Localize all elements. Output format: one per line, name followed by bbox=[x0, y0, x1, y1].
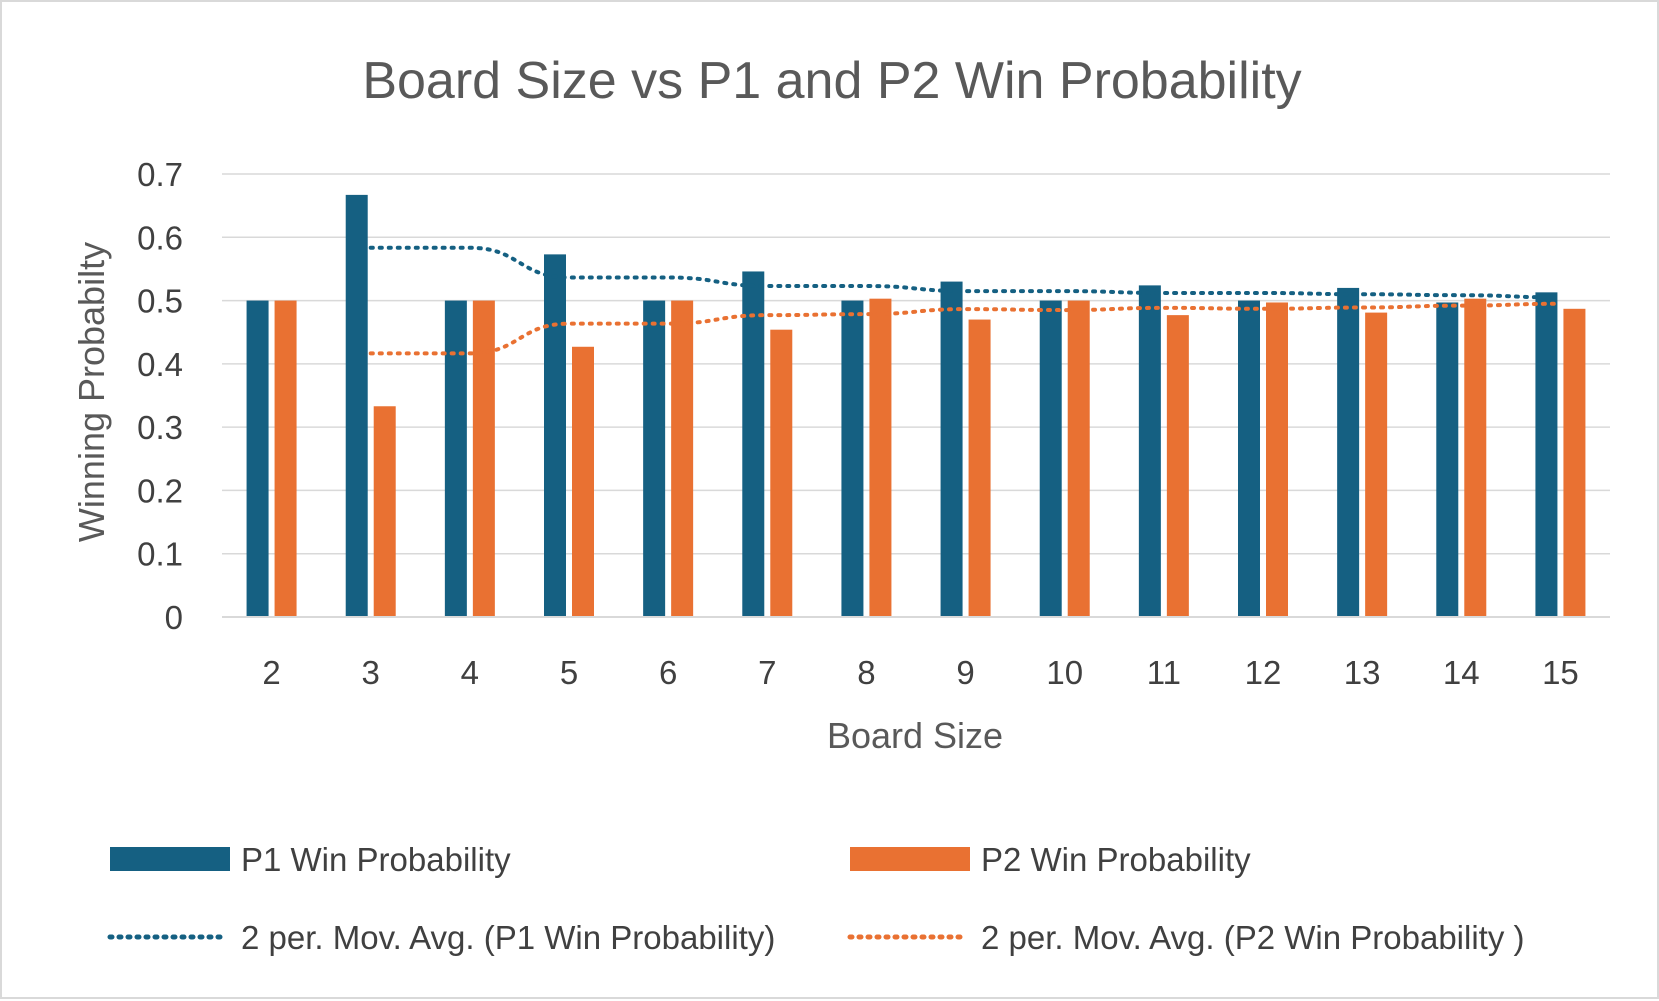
y-tick-label: 0.3 bbox=[137, 409, 183, 446]
legend-item-p1: P1 Win Probability bbox=[110, 841, 511, 878]
y-tick-label: 0.7 bbox=[137, 156, 183, 193]
bar-p2 bbox=[1166, 315, 1189, 617]
bar-p1 bbox=[1535, 292, 1558, 617]
bar-p1 bbox=[1138, 285, 1161, 617]
y-tick-label: 0.2 bbox=[137, 472, 183, 509]
x-axis-title: Board Size bbox=[827, 715, 1003, 756]
x-tick-label: 15 bbox=[1542, 654, 1579, 691]
x-tick-label: 2 bbox=[262, 654, 280, 691]
chart-title: Board Size vs P1 and P2 Win Probability bbox=[362, 52, 1301, 110]
x-tick-label: 11 bbox=[1147, 654, 1181, 691]
trendline-p2-moving-average bbox=[368, 301, 1563, 356]
legend-item-p2-moving-average: 2 per. Mov. Avg. (P2 Win Probability ) bbox=[847, 919, 1525, 956]
y-tick-label: 0.5 bbox=[137, 283, 183, 320]
bar-p1 bbox=[742, 271, 765, 617]
bar-p1 bbox=[444, 300, 467, 617]
legend-item-p1-moving-average: 2 per. Mov. Avg. (P1 Win Probability) bbox=[107, 919, 775, 956]
y-tick-label: 0.1 bbox=[137, 536, 183, 573]
bar-p2 bbox=[1464, 298, 1487, 617]
x-tick-label: 5 bbox=[560, 654, 578, 691]
bar-p2 bbox=[373, 406, 396, 617]
x-tick-label: 4 bbox=[461, 654, 479, 691]
x-tick-label: 10 bbox=[1046, 654, 1083, 691]
bar-p2 bbox=[274, 300, 297, 617]
legend-label: 2 per. Mov. Avg. (P1 Win Probability) bbox=[241, 919, 775, 956]
bar-p2 bbox=[671, 300, 694, 617]
bar-p1 bbox=[1436, 302, 1459, 617]
trendline-p1-moving-average bbox=[368, 245, 1563, 300]
bar-p2 bbox=[572, 346, 594, 617]
bar-p2 bbox=[770, 329, 793, 617]
trendlines bbox=[368, 245, 1563, 356]
y-tick-label: 0 bbox=[165, 599, 183, 636]
x-tick-label: 8 bbox=[857, 654, 875, 691]
bar-p2 bbox=[1365, 312, 1388, 617]
bar-p2 bbox=[1067, 300, 1090, 617]
bar-p2 bbox=[1266, 302, 1288, 617]
x-axis-tick-labels: 2 3 4 5 6 7 8 9 10 11 12 13 14 15 bbox=[262, 654, 1578, 691]
legend-label: P2 Win Probability bbox=[981, 841, 1251, 878]
bar-p1 bbox=[940, 281, 963, 617]
bar-p2 bbox=[472, 300, 495, 617]
y-axis-tick-labels: 0 0.1 0.2 0.3 0.4 0.5 0.6 0.7 bbox=[137, 156, 183, 636]
bar-p1 bbox=[1039, 300, 1062, 617]
x-tick-label: 14 bbox=[1443, 654, 1480, 691]
legend: P1 Win Probability P2 Win Probability 2 pe… bbox=[107, 841, 1525, 956]
x-tick-label: 12 bbox=[1245, 654, 1282, 691]
bar-p2 bbox=[968, 319, 991, 617]
x-tick-label: 13 bbox=[1344, 654, 1381, 691]
gridlines bbox=[222, 173, 1610, 555]
y-tick-label: 0.6 bbox=[137, 219, 183, 256]
bars bbox=[246, 194, 1586, 618]
bar-p1 bbox=[1238, 300, 1260, 617]
x-tick-label: 7 bbox=[758, 654, 776, 691]
bar-p1 bbox=[1337, 287, 1360, 617]
y-axis-title: Winning Probabilty bbox=[71, 242, 112, 542]
legend-item-p2: P2 Win Probability bbox=[850, 841, 1251, 878]
legend-label: P1 Win Probability bbox=[241, 841, 511, 878]
x-tick-label: 9 bbox=[956, 654, 974, 691]
legend-swatch bbox=[110, 847, 230, 871]
bar-p1 bbox=[345, 194, 368, 618]
legend-label: 2 per. Mov. Avg. (P2 Win Probability ) bbox=[981, 919, 1525, 956]
bar-p2 bbox=[869, 298, 892, 617]
bar-p1 bbox=[246, 300, 269, 617]
bar-p1 bbox=[544, 254, 566, 617]
y-tick-label: 0.4 bbox=[137, 346, 183, 383]
x-tick-label: 3 bbox=[362, 654, 380, 691]
x-tick-label: 6 bbox=[659, 654, 677, 691]
bar-p1 bbox=[643, 300, 666, 617]
bar-p2 bbox=[1563, 308, 1586, 617]
legend-swatch bbox=[850, 847, 970, 871]
bar-p1 bbox=[841, 300, 864, 617]
